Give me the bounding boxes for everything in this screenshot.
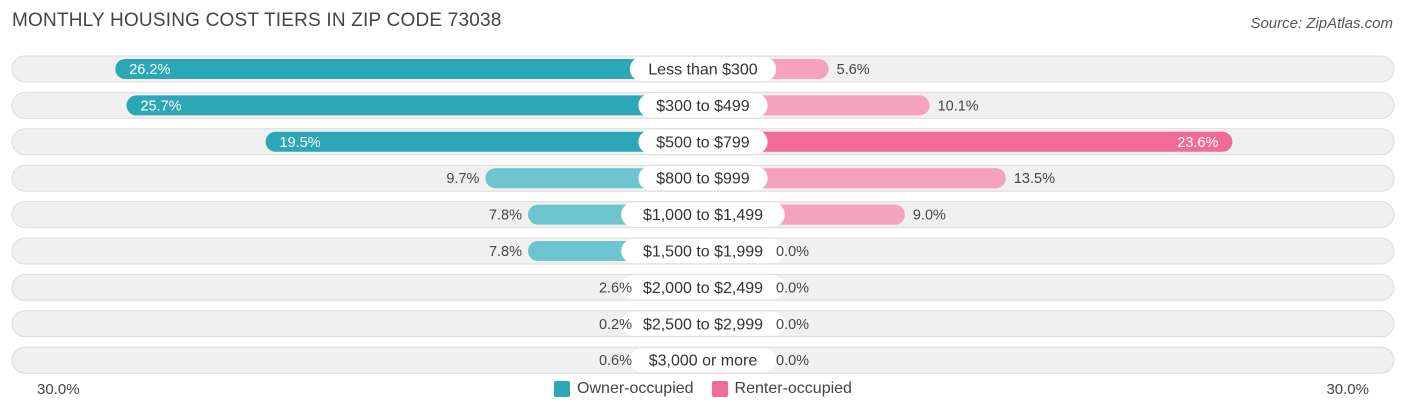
- axis-right-label: 30.0%: [1326, 381, 1369, 398]
- renter-value-label: 13.5%: [1014, 171, 1055, 187]
- owner-value-label: 26.2%: [129, 62, 170, 78]
- owner-value-label: 9.7%: [446, 171, 479, 187]
- chart-row: $500 to $799 19.5% 23.6%: [11, 128, 1395, 156]
- legend: Owner-occupied Renter-occupied: [0, 380, 1406, 398]
- owner-value-label: 0.6%: [599, 353, 632, 369]
- renter-value-label: 5.6%: [837, 62, 870, 78]
- category-label: $2,500 to $2,999: [643, 316, 763, 333]
- category-pill: [629, 57, 777, 81]
- category-pill: [638, 166, 768, 191]
- category-pill: [629, 348, 777, 373]
- legend-item-renter: Renter-occupied: [711, 380, 852, 398]
- chart-row: $1,500 to $1,999 7.8% 0.0%: [11, 237, 1395, 265]
- owner-bar: [265, 131, 713, 152]
- renter-value-label: 10.1%: [938, 98, 979, 114]
- renter-value-label: 9.0%: [913, 208, 946, 224]
- renter-value-label: 0.0%: [776, 353, 809, 369]
- owner-value-label: 0.2%: [599, 317, 632, 333]
- chart-title: MONTHLY HOUSING COST TIERS IN ZIP CODE 7…: [12, 10, 502, 31]
- category-pill: [638, 129, 768, 154]
- owner-value-label: 19.5%: [280, 135, 321, 151]
- renter-bar: [693, 168, 1006, 189]
- category-label: $500 to $799: [656, 134, 750, 151]
- category-label: $2,000 to $2,499: [643, 280, 763, 297]
- owner-value-label: 25.7%: [140, 98, 181, 114]
- chart-row: $2,500 to $2,999 0.2% 0.0%: [11, 310, 1395, 338]
- renter-value-label: 0.0%: [776, 244, 809, 260]
- diverging-bar-chart: Less than $300 26.2% 5.6% $300 to $499 25.7%…: [11, 55, 1395, 374]
- owner-bar: [126, 95, 714, 116]
- category-pill: [621, 275, 785, 300]
- category-pill: [621, 311, 785, 336]
- chart-row: $2,000 to $2,499 2.6% 0.0%: [11, 273, 1395, 301]
- legend-item-owner: Owner-occupied: [554, 380, 694, 398]
- category-pill: [638, 93, 768, 118]
- category-label: $1,000 to $1,499: [643, 207, 763, 224]
- chart-row: $300 to $499 25.7% 10.1%: [11, 91, 1395, 119]
- category-label: $300 to $499: [656, 98, 750, 115]
- owner-value-label: 7.8%: [489, 208, 522, 224]
- chart-row: Less than $300 26.2% 5.6%: [11, 55, 1395, 83]
- category-label: $1,500 to $1,999: [643, 244, 763, 261]
- chart-row: $800 to $999 9.7% 13.5%: [11, 164, 1395, 192]
- source-label: Source: ZipAtlas.com: [1250, 15, 1393, 32]
- owner-value-label: 2.6%: [599, 280, 632, 296]
- legend-renter-label: Renter-occupied: [734, 380, 852, 397]
- owner-swatch: [554, 381, 571, 397]
- category-label: $800 to $999: [656, 171, 750, 188]
- category-label: $3,000 or more: [649, 353, 758, 370]
- renter-value-label: 0.0%: [776, 280, 809, 296]
- renter-bar: [693, 131, 1233, 152]
- owner-bar: [115, 59, 714, 79]
- axis-left-label: 30.0%: [37, 381, 80, 398]
- category-pill: [621, 239, 785, 263]
- renter-value-label: 0.0%: [776, 317, 809, 333]
- chart-row: $3,000 or more 0.6% 0.0%: [11, 346, 1395, 374]
- legend-owner-label: Owner-occupied: [577, 380, 694, 397]
- chart-row: $1,000 to $1,499 7.8% 9.0%: [11, 201, 1395, 229]
- renter-swatch: [711, 381, 728, 397]
- owner-value-label: 7.8%: [489, 244, 522, 260]
- category-label: Less than $300: [648, 62, 758, 79]
- renter-value-label: 23.6%: [1177, 135, 1218, 151]
- category-pill: [621, 202, 785, 227]
